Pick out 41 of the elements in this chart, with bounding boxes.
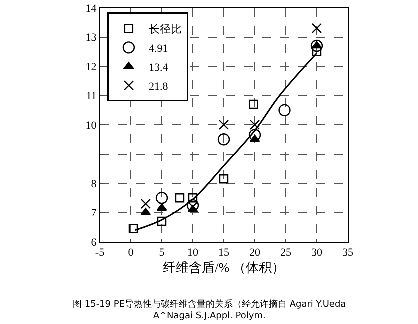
y-tick-label: 7 <box>91 208 98 220</box>
y-tick-label: 11 <box>86 90 97 103</box>
point <box>218 134 230 146</box>
y-tick-label: 14 <box>86 2 98 15</box>
x-tick-label: 30 <box>312 247 323 260</box>
x-axis-title: 纤维含盾/% （体积） <box>163 260 285 275</box>
x-tick-label: 20 <box>250 247 261 260</box>
x-tick-label: 25 <box>280 247 292 260</box>
legend-label: 13.4 <box>148 62 169 74</box>
y-tick-label: 13 <box>86 32 98 44</box>
y-tick-label: 10 <box>86 120 98 132</box>
point <box>140 198 151 210</box>
point <box>218 120 230 130</box>
legend-label: 21.8 <box>148 80 169 93</box>
point <box>175 194 185 203</box>
caption: 图 15-19 PE导热性与碳纤维含量的关系（经允许摘自 Agari Y.Ueda A^Nagai S.J.Appl. Polym. <box>73 299 346 322</box>
x-tick-label: -5 <box>95 247 106 260</box>
legend-label: 长径比 <box>148 22 182 36</box>
point <box>310 40 324 52</box>
point <box>312 41 322 49</box>
point <box>219 174 229 184</box>
x-tick-label: 0 <box>128 247 134 260</box>
point <box>156 192 168 204</box>
point <box>128 224 138 234</box>
point <box>188 202 198 212</box>
x-tick-label: 10 <box>188 247 199 260</box>
point <box>248 129 262 142</box>
y-tick-label: 12 <box>86 61 97 74</box>
x-tick-label: 5 <box>159 247 166 260</box>
point <box>250 120 260 130</box>
legend-label: 4.91 <box>148 42 168 55</box>
x-tick-label: 35 <box>342 247 354 260</box>
point <box>312 23 322 34</box>
y-tick-label: 8 <box>91 178 98 190</box>
point <box>249 100 258 110</box>
x-tick-label: 15 <box>218 247 230 260</box>
y-tick-label: 6 <box>91 236 98 249</box>
point <box>157 216 167 226</box>
point <box>312 47 322 56</box>
point <box>278 104 291 116</box>
point <box>188 194 198 203</box>
